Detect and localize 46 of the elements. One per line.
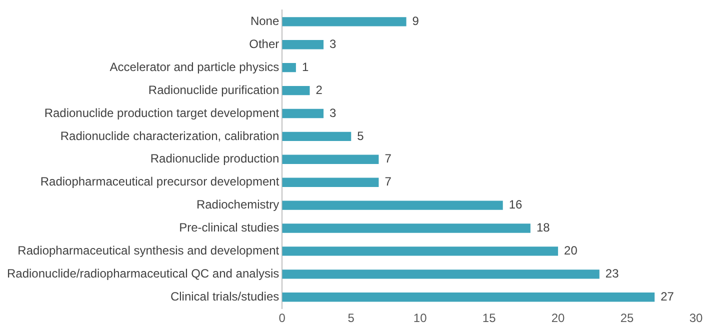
y-tick-label: Clinical trials/studies (170, 289, 280, 304)
data-label: 27 (660, 289, 674, 304)
data-label: 5 (357, 128, 364, 143)
data-label: 9 (412, 14, 420, 28)
x-tick-label: 10 (413, 311, 428, 326)
y-tick-label: Radionuclide purification (148, 82, 280, 97)
bar (282, 40, 324, 50)
y-tick-label: Radionuclide characterization, calibration (60, 128, 280, 143)
data-label: 7 (384, 174, 392, 189)
bar (282, 154, 379, 164)
data-label: 2 (316, 82, 323, 97)
x-tick-label: 20 (551, 311, 566, 326)
x-tick-label: 25 (620, 311, 634, 326)
bar (282, 200, 503, 210)
y-tick-label: Pre-clinical studies (179, 220, 280, 235)
data-label: 3 (330, 106, 337, 120)
bar (282, 224, 530, 233)
bar (282, 132, 352, 142)
y-tick-label: Radionuclide/radiopharmaceutical QC and analysis (6, 266, 280, 280)
data-label: 3 (330, 36, 337, 51)
x-tick-label: 15 (482, 311, 496, 326)
data-label: 16 (508, 198, 523, 212)
x-tick-label: 30 (689, 311, 703, 326)
bar (282, 270, 600, 279)
bar (282, 178, 379, 187)
y-tick-label: Radionuclide production target development (44, 106, 280, 120)
data-label: 7 (384, 152, 392, 166)
data-label: 23 (605, 266, 620, 280)
y-tick-label: Radiopharmaceutical precursor development (40, 174, 280, 189)
bar (282, 62, 296, 72)
data-label: 20 (564, 244, 578, 258)
x-tick-label: 5 (348, 311, 355, 326)
x-tick-label: 0 (278, 311, 286, 326)
y-tick-label: None (250, 14, 280, 28)
y-tick-label: Radiopharmaceutical synthesis and development (18, 244, 280, 258)
y-tick-label: Accelerator and particle physics (110, 60, 280, 74)
data-label: 1 (302, 60, 309, 74)
bar (282, 86, 310, 96)
data-label: 18 (536, 220, 550, 235)
y-tick-label: Radiochemistry (196, 198, 280, 212)
bar (282, 108, 324, 118)
bar (282, 292, 655, 302)
y-tick-label: Other (249, 36, 280, 51)
y-tick-label: Radionuclide production (150, 152, 280, 166)
bar (282, 17, 406, 26)
bar (282, 246, 558, 256)
